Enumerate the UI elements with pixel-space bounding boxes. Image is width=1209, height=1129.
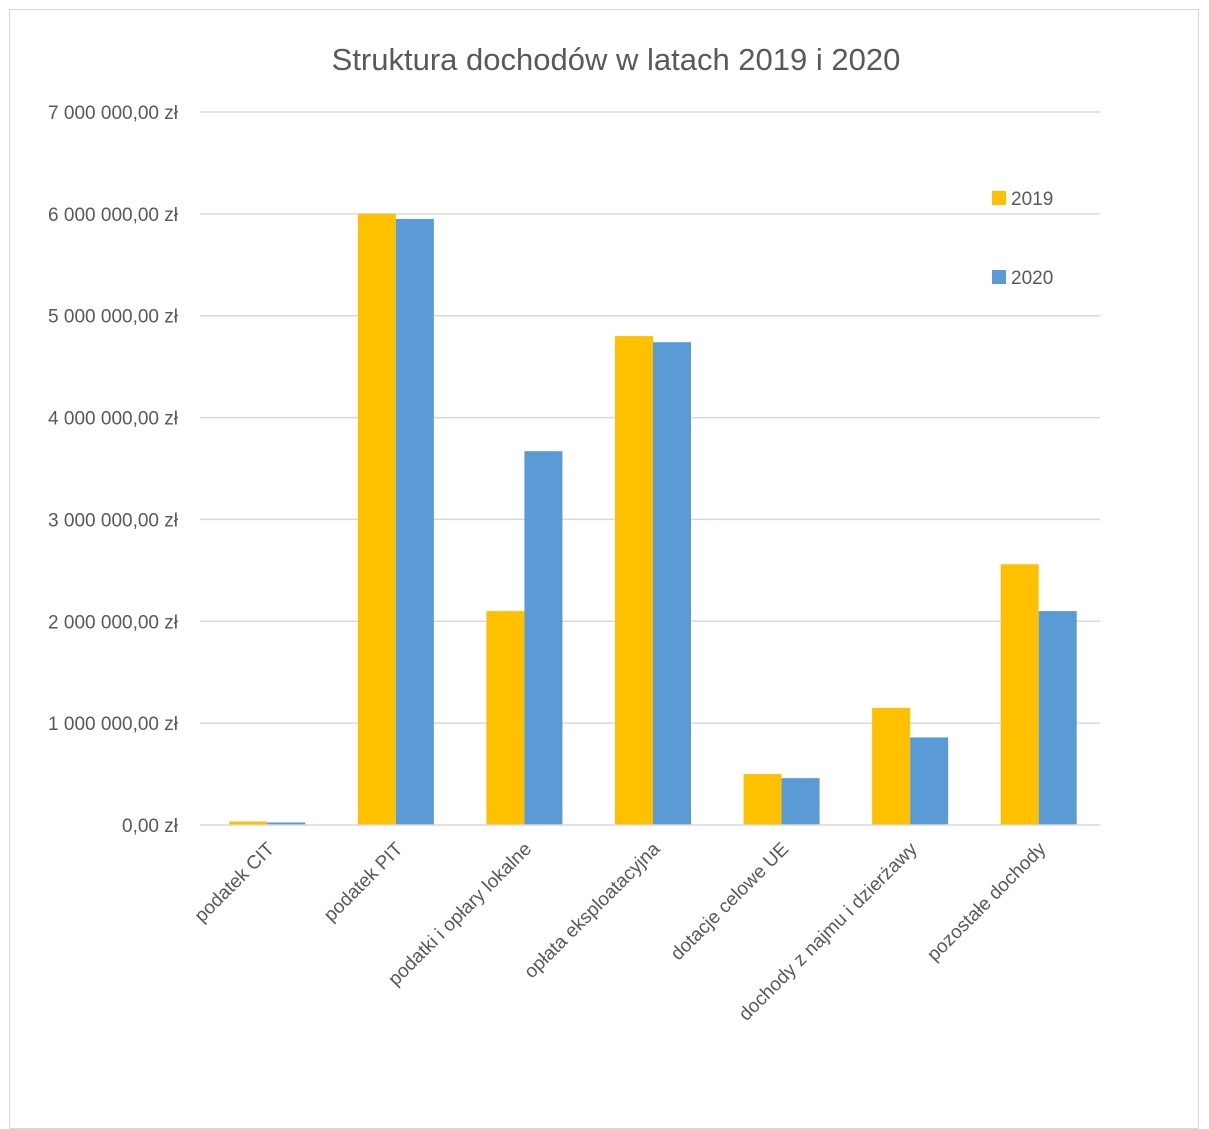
legend-label-2020: 2020 [1011,268,1053,289]
y-tick-label: 6 000 000,00 zł [48,205,179,226]
x-category-label: podatek CIT [191,838,279,926]
chart-title: Struktura dochodów w latach 2019 i 2020 [332,42,901,77]
bars [229,213,1077,825]
y-tick-label: 4 000 000,00 zł [48,409,179,430]
bar-2019-1 [357,213,396,825]
bar-2020-1 [395,218,434,825]
y-tick-label: 3 000 000,00 zł [48,510,179,531]
bar-2020-5 [910,737,949,825]
bar-2019-5 [872,707,911,825]
y-tick-label: 7 000 000,00 zł [48,103,179,124]
bar-2019-4 [743,774,782,825]
x-category-label: podatki i opłary lokalne [384,839,536,991]
legend-swatch-2020 [992,270,1006,284]
bar-2020-6 [1038,611,1077,825]
gridlines [200,111,1100,724]
bar-2019-3 [615,336,653,825]
x-category-label: opłata eksploatacyjna [520,838,664,982]
x-category-label: podatek PIT [320,838,408,926]
bar-2019-6 [1000,564,1039,825]
bar-2020-4 [781,778,820,825]
legend-label-2019: 2019 [1011,189,1053,210]
y-tick-label: 0,00 zł [122,816,179,837]
x-category-label: pozostałe dochody [923,838,1050,965]
bar-chart: Struktura dochodów w latach 2019 i 2020 … [48,42,1100,1025]
y-tick-label: 1 000 000,00 zł [48,714,179,735]
legend-swatch-2019 [992,191,1006,205]
y-tick-label: 2 000 000,00 zł [48,612,179,633]
x-category-label: dotacje celowe UE [667,839,793,965]
bar-2019-2 [486,611,525,825]
bar-2020-0 [267,822,306,825]
bar-2019-0 [229,821,268,825]
y-axis-tick-labels: 0,00 zł 1 000 000,00 zł 2 000 000,00 zł 3 0… [48,103,179,837]
y-tick-label: 5 000 000,00 zł [48,307,179,328]
bar-2020-3 [653,342,691,825]
bar-2020-2 [524,451,563,825]
legend: 2019 2020 [992,189,1053,289]
